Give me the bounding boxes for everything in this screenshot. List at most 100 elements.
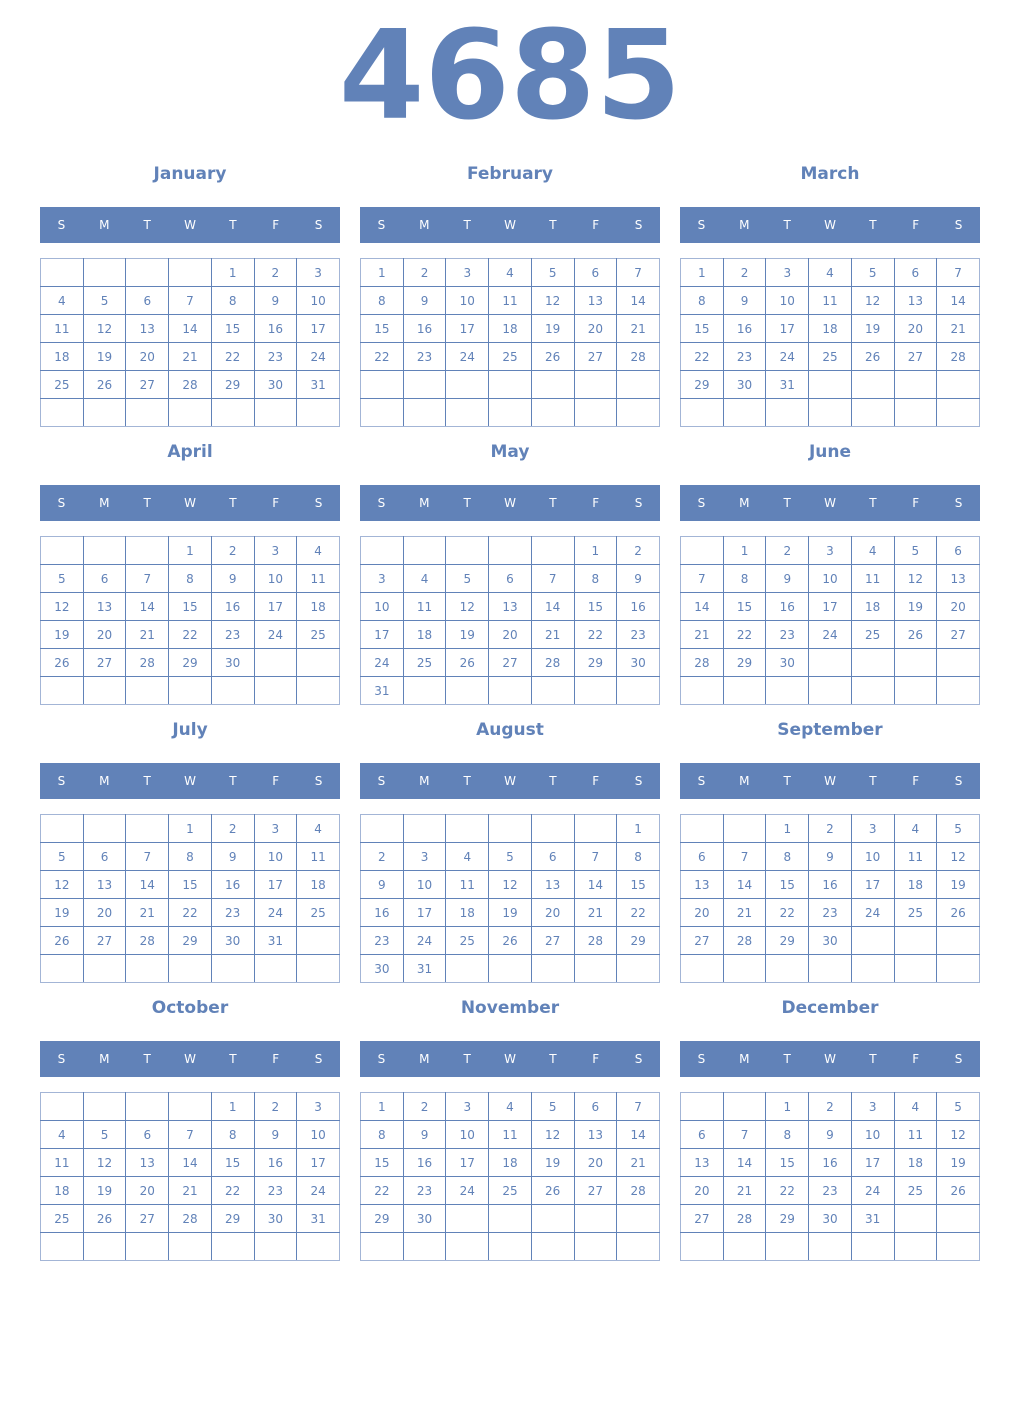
empty-day-cell: [296, 1232, 340, 1261]
weekday-label: S: [697, 218, 706, 232]
day-cell: 7: [722, 1120, 767, 1149]
empty-day-cell: [445, 954, 490, 983]
day-cell: 12: [530, 286, 575, 315]
day-cell: 20: [530, 898, 575, 927]
empty-day-cell: [893, 676, 938, 705]
day-cell: 17: [850, 870, 895, 899]
empty-day-cell: [616, 398, 660, 427]
empty-day-cell: [210, 954, 255, 983]
day-cell: 25: [850, 620, 895, 649]
day-cell: 30: [808, 1204, 852, 1233]
day-cell: 5: [850, 258, 895, 287]
day-cell: 7: [722, 842, 767, 871]
empty-day-cell: [573, 1204, 618, 1233]
day-cell: 14: [722, 870, 767, 899]
day-cell: 4: [296, 814, 340, 843]
day-cell: 19: [530, 1148, 575, 1177]
day-cell: 25: [893, 1176, 938, 1205]
weekday-label: T: [783, 496, 791, 510]
day-cell: 5: [82, 1120, 127, 1149]
day-cell: 28: [530, 648, 575, 677]
day-cell: 5: [893, 536, 938, 565]
empty-day-cell: [40, 398, 84, 427]
weekday-label: T: [549, 496, 557, 510]
empty-day-cell: [573, 814, 618, 843]
day-cell: 21: [168, 342, 212, 371]
day-cell: 1: [765, 1092, 810, 1121]
empty-day-cell: [680, 1092, 724, 1121]
day-cell: 15: [722, 592, 767, 621]
day-cell: 28: [125, 648, 170, 677]
day-cell: 1: [680, 258, 724, 287]
weekday-label: T: [869, 218, 877, 232]
month-title: February: [466, 164, 554, 184]
empty-day-cell: [722, 676, 767, 705]
day-cell: 15: [680, 314, 724, 343]
empty-day-cell: [360, 398, 404, 427]
day-cell: 12: [850, 286, 895, 315]
day-cell: 4: [488, 1092, 532, 1121]
day-cell: 3: [253, 536, 298, 565]
empty-day-cell: [936, 926, 980, 955]
day-cell: 23: [765, 620, 810, 649]
week-row: 18 19 20 21 22 23 24: [40, 342, 340, 371]
day-cell: 29: [616, 926, 660, 955]
empty-day-cell: [125, 676, 170, 705]
day-cell: 7: [125, 842, 170, 871]
empty-day-cell: [210, 676, 255, 705]
empty-day-cell: [722, 954, 767, 983]
day-cell: 13: [125, 314, 170, 343]
day-cell: 6: [936, 536, 980, 565]
day-cell: 10: [296, 286, 340, 315]
day-cell: 27: [82, 648, 127, 677]
empty-day-cell: [488, 1232, 532, 1261]
empty-day-cell: [765, 1232, 810, 1261]
day-cell: 9: [722, 286, 767, 315]
day-cell: 3: [296, 258, 340, 287]
week-row: 22 23 24 25 26 27 28: [360, 1176, 660, 1205]
day-cell: 3: [765, 258, 810, 287]
empty-day-cell: [445, 370, 490, 399]
day-cell: 30: [253, 370, 298, 399]
weekday-label: T: [463, 1052, 471, 1066]
week-row: 17 18 19 20 21 22 23: [360, 620, 660, 649]
weekday-label: M: [99, 1052, 110, 1066]
day-cell: 10: [808, 564, 852, 593]
empty-day-cell: [360, 536, 404, 565]
month-title: June: [808, 442, 852, 462]
day-cell: 18: [40, 342, 84, 371]
empty-day-cell: [530, 398, 575, 427]
day-cell: 30: [210, 926, 255, 955]
weekday-label: S: [314, 496, 323, 510]
empty-day-cell: [82, 954, 127, 983]
empty-day-cell: [573, 370, 618, 399]
empty-day-cell: [168, 954, 212, 983]
day-cell: 21: [168, 1176, 212, 1205]
day-cell: 1: [360, 258, 404, 287]
empty-day-cell: [445, 398, 490, 427]
weekday-label: T: [229, 496, 237, 510]
day-cell: 4: [488, 258, 532, 287]
day-cell: 2: [253, 258, 298, 287]
empty-day-cell: [125, 258, 170, 287]
day-cell: 12: [530, 1120, 575, 1149]
empty-day-cell: [40, 1092, 84, 1121]
day-cell: 30: [360, 954, 404, 983]
empty-day-cell: [722, 1092, 767, 1121]
empty-day-cell: [808, 648, 852, 677]
day-cell: 15: [573, 592, 618, 621]
day-cell: 10: [360, 592, 404, 621]
empty-day-cell: [402, 398, 447, 427]
day-cell: 26: [530, 1176, 575, 1205]
day-cell: 8: [765, 1120, 810, 1149]
empty-day-cell: [936, 1232, 980, 1261]
week-row: 20 21 22 23 24 25 26: [680, 1176, 980, 1205]
day-cell: 25: [488, 1176, 532, 1205]
day-grid: 1 2 3 4 5 6 7 8 9 10 11 12 13 14 15 16 17 18 19 20 21 22 23 24 2…: [680, 536, 980, 705]
day-cell: 3: [850, 814, 895, 843]
week-row: 4 5 6 7 8 9 10: [40, 286, 340, 315]
